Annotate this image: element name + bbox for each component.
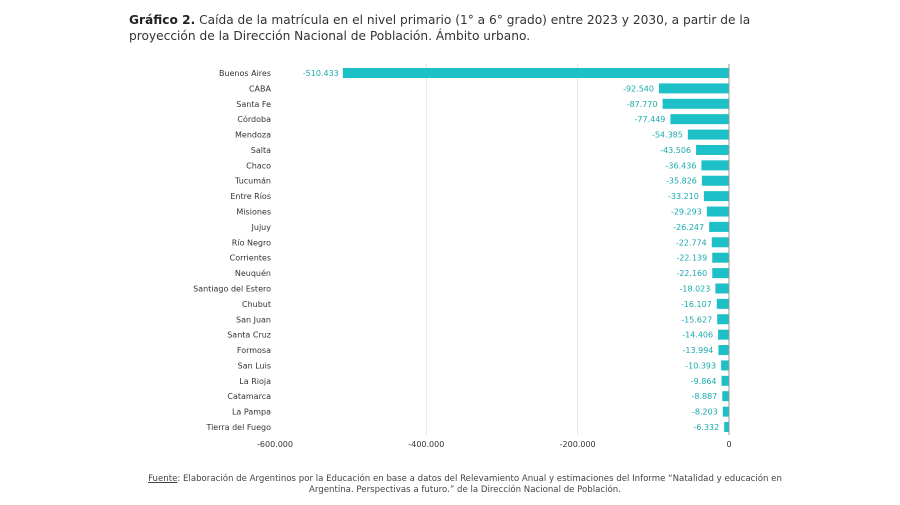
data-label: -13.994 [683,346,714,355]
source-text: : Elaboración de Argentinos por la Educa… [177,474,782,495]
data-label: -35.826 [666,177,697,186]
bar [701,160,729,171]
bar [717,314,729,325]
bar [715,283,729,294]
bar [701,175,729,186]
bar [721,360,729,371]
data-label: -15.627 [681,315,712,324]
data-label: -36.436 [666,161,697,170]
category-label: Buenos Aires [219,69,271,78]
x-tick-label: -600.000 [257,440,293,449]
data-label: -26.247 [673,223,704,232]
data-label: -87.770 [627,100,658,109]
category-label: Formosa [237,346,271,355]
data-label: -9.864 [691,377,717,386]
bar [721,375,729,386]
bar [696,144,729,155]
bar [703,191,729,202]
bar [716,298,729,309]
source-note: Fuente: Elaboración de Argentinos por la… [140,474,790,496]
bar [712,268,729,279]
bar [342,68,729,78]
chart-title: Gráfico 2. Caída de la matrícula en el n… [129,12,789,44]
bar [670,114,729,125]
data-label: -54.385 [652,131,683,140]
category-label: San Juan [236,315,271,324]
category-label: Corrientes [230,254,271,263]
data-label: -22.160 [676,269,707,278]
bar [722,391,729,402]
chart-title-bold: Gráfico 2. [129,13,196,27]
bar [712,252,729,263]
data-label: -33.210 [668,192,699,201]
category-label: Chubut [242,300,271,309]
bar [711,237,729,248]
bar [718,329,729,340]
category-label: Tierra del Fuego [205,423,271,432]
bar [709,221,729,232]
bar [722,406,729,417]
category-label: La Rioja [239,377,271,386]
category-label: Entre Ríos [230,192,271,201]
data-label: -510.433 [303,69,339,78]
data-label: -6.332 [693,423,719,432]
data-label: -92.540 [623,84,654,93]
data-label: -16.107 [681,300,712,309]
category-label: Santa Fe [236,100,271,109]
data-label: -8.203 [692,408,718,417]
x-tick-label: 0 [726,440,731,449]
data-label: -22.139 [676,254,707,263]
x-tick-label: -400.000 [408,440,444,449]
data-label: -8.887 [691,392,717,401]
category-label: Santa Cruz [227,331,271,340]
category-label: Misiones [236,208,271,217]
category-label: CABA [249,84,272,93]
bar [687,129,729,140]
category-label: Tucumán [234,177,271,186]
data-label: -18.023 [679,284,710,293]
category-label: San Luis [238,361,271,370]
bar [706,206,729,217]
category-label: Jujuy [251,223,272,232]
data-label: -77.449 [635,115,666,124]
data-label: -43.506 [660,146,691,155]
category-label: Chaco [246,161,271,170]
data-label: -22.774 [676,238,707,247]
source-label: Fuente [148,474,178,484]
category-label: Mendoza [235,131,271,140]
x-tick-label: -200.000 [560,440,596,449]
chart-title-text: Caída de la matrícula en el nivel primar… [129,13,751,43]
bar [718,345,729,356]
bar [658,83,729,94]
category-label: Córdoba [237,114,271,124]
data-label: -10.393 [685,361,716,370]
bar [662,98,729,109]
category-label: Salta [251,146,271,155]
data-label: -29.293 [671,208,702,217]
category-label: La Pampa [232,408,271,417]
category-label: Neuquén [235,268,271,278]
category-label: Santiago del Estero [193,284,271,293]
data-label: -14.406 [682,331,713,340]
bar [724,422,729,432]
category-label: Río Negro [232,238,271,247]
category-label: Catamarca [227,392,271,401]
